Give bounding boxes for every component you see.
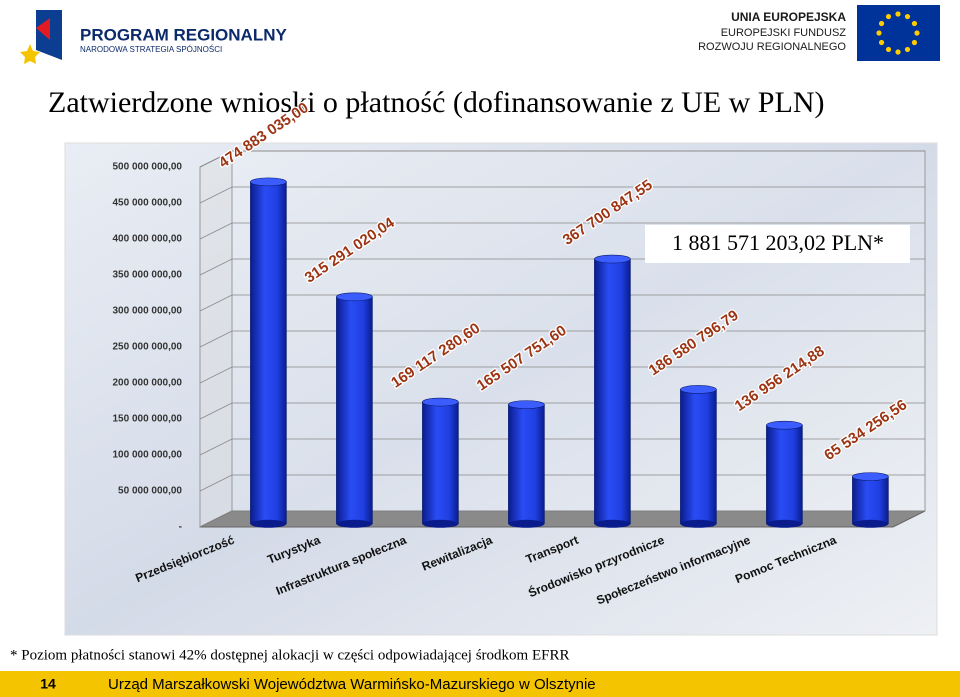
star: [904, 46, 911, 53]
bar-base: [594, 519, 631, 528]
star: [904, 13, 911, 20]
eu-stars: [876, 11, 920, 55]
star: [878, 39, 885, 46]
bar: [422, 401, 459, 525]
annotation-box: 1 881 571 203,02 PLN*: [645, 225, 910, 263]
bar-group: [250, 177, 287, 528]
eu-line3: ROZWOJU REGIONALNEGO: [698, 41, 846, 53]
eu-line1: UNIA EUROPEJSKA: [731, 10, 846, 24]
y-tick-label: 350 000 000,00: [112, 270, 182, 281]
plot: - 50 000 000,00 100 000 000,00 150 000 000,…: [112, 98, 926, 607]
star: [911, 20, 918, 27]
y-tick-label: 450 000 000,00: [112, 198, 182, 209]
grid-line: [199, 150, 925, 168]
page-number: 14: [40, 676, 56, 692]
bar-group: [508, 400, 545, 528]
bar-top: [852, 472, 889, 481]
eu-line2: EUROPEJSKI FUNDUSZ: [721, 27, 847, 39]
bar-group: [594, 254, 631, 528]
bar: [336, 296, 373, 525]
star: [914, 30, 920, 36]
grid-line: [199, 366, 925, 384]
bar-top: [594, 254, 631, 264]
star: [885, 13, 892, 20]
annotation: 1 881 571 203,02 PLN*: [672, 230, 884, 255]
bar-group: [422, 397, 459, 528]
bar-top: [336, 292, 373, 302]
y-tick-label: 100 000 000,00: [112, 450, 182, 461]
grid-line: [199, 330, 925, 348]
y-tick-label: 200 000 000,00: [112, 378, 182, 389]
star: [878, 20, 885, 27]
right-logo: UNIA EUROPEJSKA EUROPEJSKI FUNDUSZ ROZWO…: [698, 5, 940, 61]
bar: [594, 258, 631, 525]
left-logo: PROGRAM REGIONALNY NARODOWA STRATEGIA SP…: [20, 10, 288, 64]
grid-line: [199, 186, 925, 204]
star: [885, 46, 892, 53]
bar-base: [508, 519, 545, 528]
y-tick-label: 400 000 000,00: [112, 234, 182, 245]
bar-base: [336, 519, 373, 528]
star: [876, 30, 882, 36]
bar: [766, 424, 803, 525]
footer-bar: [0, 671, 960, 697]
bar-base: [766, 519, 803, 528]
bar-base: [250, 519, 287, 528]
y-tick-label: 500 000 000,00: [112, 162, 182, 173]
footnote: * Poziom płatności stanowi 42% dostępnej…: [10, 647, 569, 663]
y-tick-label: 50 000 000,00: [118, 486, 182, 497]
annotation-bg: [645, 225, 910, 263]
bar-top: [422, 397, 459, 407]
star: [911, 39, 918, 46]
star: [895, 49, 901, 55]
bar: [508, 404, 545, 525]
bar-group: [680, 385, 717, 528]
bar-group: [336, 292, 373, 528]
bar-base: [422, 519, 459, 528]
footer-text: Urząd Marszałkowski Województwa Warmińsk…: [108, 676, 596, 693]
bar: [852, 476, 889, 525]
grid-line: [199, 222, 925, 240]
star: [895, 11, 901, 17]
logo-title: PROGRAM REGIONALNY: [80, 25, 288, 44]
bar-top: [250, 177, 287, 187]
logo-subtitle: NARODOWA STRATEGIA SPÓJNOŚCI: [80, 45, 222, 54]
bar-base: [680, 519, 717, 528]
bar-base: [852, 519, 889, 528]
grid-line: [199, 294, 925, 312]
bar-group: [852, 472, 889, 528]
slide-title: Zatwierdzone wnioski o płatność (dofinan…: [48, 86, 824, 119]
bar: [250, 181, 287, 525]
y-tick-label: -: [179, 522, 182, 533]
floor: [199, 510, 926, 528]
bar-top: [766, 420, 803, 430]
bar-top: [508, 400, 545, 409]
y-tick-label: 150 000 000,00: [112, 414, 182, 425]
y-tick-label: 300 000 000,00: [112, 306, 182, 317]
bar-group: [766, 420, 803, 528]
bar: [680, 389, 717, 525]
bar-top: [680, 385, 717, 394]
y-tick-label: 250 000 000,00: [112, 342, 182, 353]
